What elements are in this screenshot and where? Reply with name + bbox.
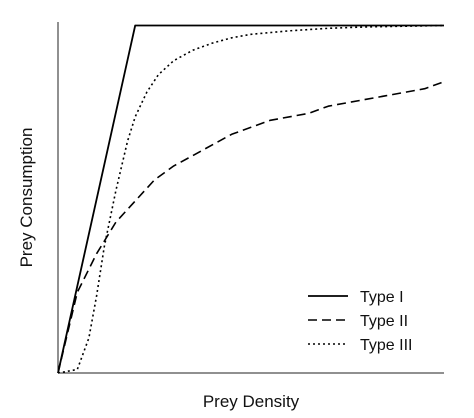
series-line-type-i [57,24,444,374]
legend: Type I Type II Type III [308,289,412,354]
legend-label-type-i: Type I [360,289,404,306]
series-layer [57,24,445,374]
legend-label-type-ii: Type II [360,313,408,330]
series-line-type-ii [57,80,445,374]
x-axis-title: Prey Density [203,392,300,411]
legend-label-type-iii: Type III [360,337,412,354]
series-line-type-iii [57,24,445,374]
y-axis-title: Prey Consumption [17,128,36,268]
axes [57,22,444,374]
